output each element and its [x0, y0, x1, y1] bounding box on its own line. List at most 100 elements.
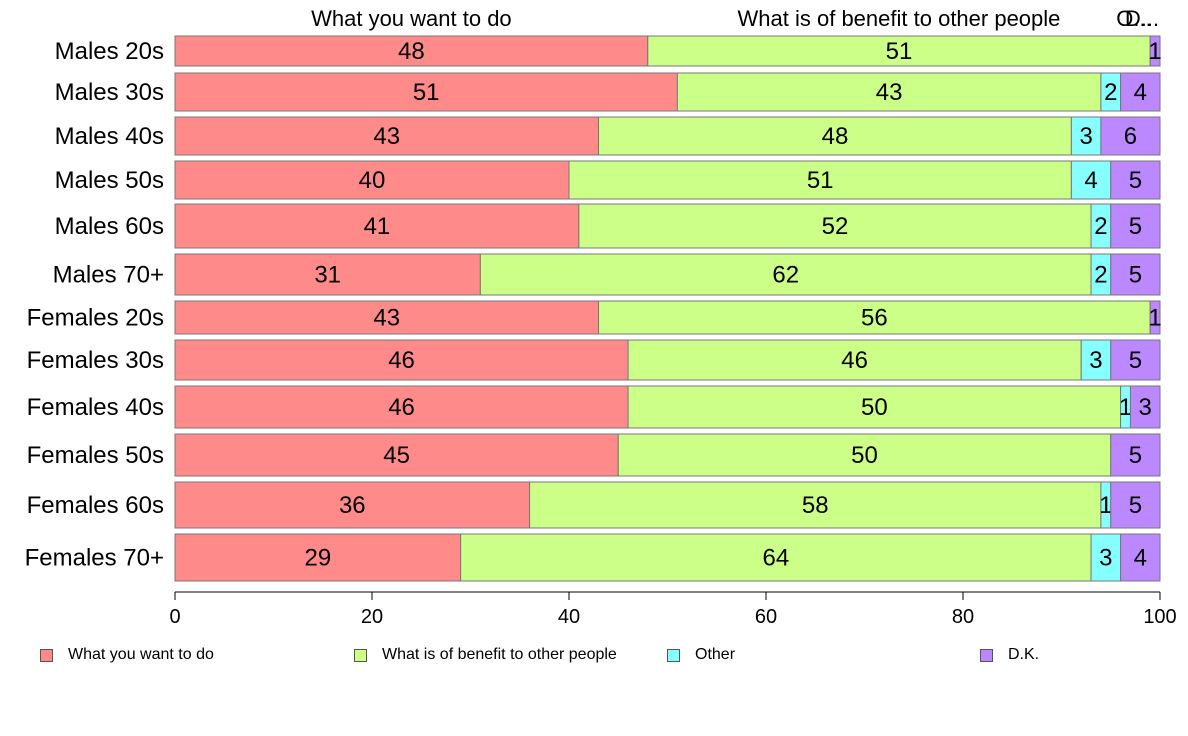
- bar-value-label: 29: [304, 545, 331, 572]
- x-tick-label: 100: [1143, 606, 1176, 628]
- legend-swatch-want: [40, 648, 53, 662]
- bar-segment: [1110, 433, 1161, 477]
- category-label: Females 20s: [27, 305, 164, 332]
- bar-segment: [174, 72, 678, 112]
- x-tick-label: 60: [755, 606, 777, 628]
- bar-segment: [1149, 35, 1161, 67]
- bar-value-label: 3: [1099, 545, 1112, 572]
- bar-value-label: 5: [1129, 492, 1142, 519]
- bar-segment: [1149, 300, 1161, 335]
- bar-value-label: 52: [822, 213, 849, 240]
- bar-value-label: 50: [851, 442, 878, 469]
- bar-segment: [1070, 116, 1102, 156]
- legend-label-other: Other: [695, 646, 736, 663]
- bar-segment: [174, 116, 600, 156]
- bar-segment: [1100, 116, 1161, 156]
- bar-segment: [174, 300, 600, 335]
- bar-segment: [174, 533, 462, 582]
- bar-value-label: 43: [876, 79, 903, 106]
- bar-segment: [627, 339, 1082, 381]
- top-label-dk: D...: [1125, 6, 1159, 31]
- bar-segment: [174, 385, 629, 429]
- category-label: Males 60s: [55, 213, 164, 240]
- legend-swatch-other: [667, 648, 680, 662]
- bar-value-label: 5: [1129, 262, 1142, 289]
- category-label: Females 60s: [27, 492, 164, 519]
- category-label: Males 30s: [55, 79, 164, 106]
- bar-value-label: 51: [886, 38, 913, 65]
- bar-value-label: 46: [388, 394, 415, 421]
- legend-item-dk: D.K.: [980, 646, 1039, 664]
- legend-swatch-dk: [980, 648, 993, 662]
- bar-value-label: 50: [861, 394, 888, 421]
- bar-segment: [1070, 160, 1112, 200]
- bar-value-label: 31: [314, 262, 341, 289]
- x-tick-label: 20: [361, 606, 383, 628]
- bar-segment: [1110, 339, 1161, 381]
- x-tick-label: 80: [952, 606, 974, 628]
- bar-segment: [479, 253, 1092, 296]
- bar-value-label: 4: [1134, 79, 1147, 106]
- bar-value-label: 56: [861, 305, 888, 332]
- bar-value-label: 5: [1129, 442, 1142, 469]
- bar-segment: [1120, 533, 1161, 582]
- x-tick-label: 0: [169, 606, 180, 628]
- legend-item-want: What you want to do: [40, 646, 214, 664]
- bar-segment: [1090, 533, 1122, 582]
- top-label-benefit: What is of benefit to other people: [738, 6, 1061, 31]
- bar-value-label: 5: [1129, 167, 1142, 194]
- bar-value-label: 46: [388, 347, 415, 374]
- bar-value-label: 1: [1148, 38, 1161, 65]
- bar-value-label: 41: [364, 213, 391, 240]
- category-label: Females 40s: [27, 394, 164, 421]
- bar-segment: [578, 203, 1092, 249]
- bar-value-label: 45: [383, 442, 410, 469]
- bar-value-label: 64: [762, 545, 789, 572]
- bar-value-label: 46: [841, 347, 868, 374]
- bar-value-label: 36: [339, 492, 366, 519]
- legend-label-dk: D.K.: [1008, 646, 1040, 663]
- bar-value-label: 3: [1139, 394, 1152, 421]
- bar-segment: [568, 160, 1072, 200]
- category-label: Males 20s: [55, 38, 164, 65]
- legend-item-other: Other: [667, 646, 735, 664]
- category-label: Females 70+: [25, 545, 164, 572]
- bar-value-label: 3: [1089, 347, 1102, 374]
- bar-value-label: 40: [359, 167, 386, 194]
- bar-value-label: 51: [413, 79, 440, 106]
- bar-segment: [1110, 481, 1161, 529]
- legend: What you want to do What is of benefit t…: [0, 646, 1188, 668]
- category-label: Females 30s: [27, 347, 164, 374]
- x-tick-label: 40: [558, 606, 580, 628]
- legend-label-want: What you want to do: [68, 646, 214, 663]
- legend-swatch-benefit: [354, 648, 367, 662]
- top-label-other: O...: [1116, 6, 1151, 31]
- bar-value-label: 2: [1094, 213, 1107, 240]
- bar-value-label: 6: [1124, 123, 1137, 150]
- bar-value-label: 1: [1119, 394, 1132, 421]
- bar-segment: [647, 35, 1151, 67]
- bar-value-label: 5: [1129, 213, 1142, 240]
- top-label-want: What you want to do: [311, 6, 512, 31]
- bar-value-label: 1: [1148, 305, 1161, 332]
- bar-value-label: 4: [1084, 167, 1097, 194]
- legend-label-benefit: What is of benefit to other people: [382, 646, 617, 663]
- bar-value-label: 62: [772, 262, 799, 289]
- bar-segment: [174, 203, 580, 249]
- bar-value-label: 2: [1104, 79, 1117, 106]
- category-label: Males 50s: [55, 167, 164, 194]
- bar-value-label: 5: [1129, 347, 1142, 374]
- bar-segment: [174, 35, 649, 67]
- bar-segment: [598, 116, 1072, 156]
- bar-segment: [174, 339, 629, 381]
- bar-value-label: 3: [1079, 123, 1092, 150]
- bar-segment: [1110, 253, 1161, 296]
- category-label: Females 50s: [27, 442, 164, 469]
- bar-segment: [1120, 72, 1161, 112]
- bar-value-label: 58: [802, 492, 829, 519]
- bar-value-label: 2: [1094, 262, 1107, 289]
- bar-value-label: 1: [1099, 492, 1112, 519]
- category-label: Males 70+: [53, 262, 164, 289]
- bar-segment: [529, 481, 1102, 529]
